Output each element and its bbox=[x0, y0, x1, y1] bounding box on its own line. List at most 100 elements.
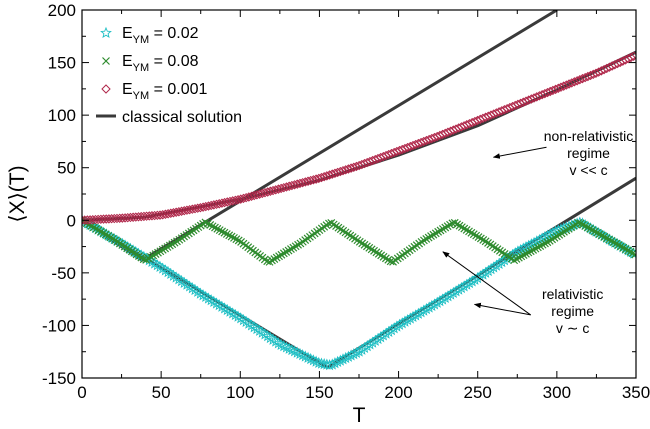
data-point bbox=[195, 203, 206, 213]
data-point bbox=[161, 244, 170, 253]
data-point bbox=[467, 228, 476, 237]
data-point bbox=[273, 184, 284, 194]
data-point bbox=[319, 172, 329, 182]
data-point bbox=[624, 246, 633, 255]
data-point bbox=[429, 230, 438, 239]
data-point bbox=[593, 228, 602, 237]
legend-label: EYM = 0.001 bbox=[122, 81, 208, 102]
data-point bbox=[265, 257, 274, 266]
data-point bbox=[230, 233, 238, 242]
data-point bbox=[324, 170, 335, 180]
data-point bbox=[614, 241, 623, 249]
data-point bbox=[198, 202, 208, 212]
data-point bbox=[588, 226, 597, 234]
legend-marker bbox=[102, 57, 110, 65]
data-point bbox=[453, 220, 462, 229]
data-point bbox=[155, 210, 165, 220]
data-point bbox=[268, 256, 276, 265]
y-tick-label: 0 bbox=[67, 211, 76, 230]
data-point bbox=[314, 173, 324, 184]
data-point bbox=[254, 189, 265, 199]
data-point bbox=[236, 194, 246, 204]
data-point bbox=[306, 175, 316, 186]
data-point bbox=[222, 230, 231, 238]
data-point bbox=[144, 254, 153, 263]
data-point bbox=[265, 186, 276, 196]
data-point bbox=[586, 224, 595, 233]
data-point bbox=[522, 249, 530, 258]
y-axis-title: ⟨X⟩(T) bbox=[6, 165, 29, 222]
data-point bbox=[241, 192, 251, 203]
x-tick-label: 250 bbox=[464, 383, 492, 402]
y-tick-label: 100 bbox=[48, 106, 76, 125]
data-point bbox=[275, 252, 283, 261]
data-point bbox=[294, 240, 302, 249]
data-point bbox=[626, 52, 636, 63]
data-point bbox=[351, 161, 362, 172]
data-point bbox=[450, 218, 459, 227]
data-point bbox=[99, 229, 108, 237]
data-point bbox=[583, 223, 592, 232]
x-tick-label: 150 bbox=[305, 383, 333, 402]
x-tick-label: 0 bbox=[77, 383, 86, 402]
data-point bbox=[276, 183, 286, 194]
data-point bbox=[311, 174, 321, 184]
data-point bbox=[538, 240, 547, 249]
legend-label: EYM = 0.02 bbox=[122, 25, 199, 46]
data-point bbox=[424, 233, 433, 242]
data-point bbox=[154, 248, 162, 257]
data-point bbox=[176, 206, 187, 216]
data-point bbox=[174, 207, 184, 217]
data-point bbox=[166, 208, 176, 218]
annotation-arrow bbox=[473, 302, 531, 316]
data-point bbox=[158, 245, 167, 254]
annotation-arrow bbox=[492, 146, 547, 159]
data-point bbox=[287, 245, 295, 254]
data-point bbox=[184, 205, 195, 215]
data-point bbox=[289, 180, 300, 190]
data-point bbox=[327, 169, 337, 179]
data-point bbox=[201, 201, 211, 212]
data-point bbox=[211, 223, 219, 232]
data-point bbox=[170, 238, 179, 247]
data-point bbox=[262, 187, 273, 197]
data-point bbox=[543, 238, 552, 247]
data-point bbox=[291, 242, 300, 251]
data-point bbox=[171, 207, 181, 217]
legend-label: EYM = 0.08 bbox=[122, 53, 199, 74]
data-point bbox=[436, 226, 445, 235]
data-point bbox=[238, 193, 249, 204]
data-point bbox=[460, 224, 469, 233]
data-point bbox=[219, 197, 230, 208]
data-point bbox=[524, 248, 533, 257]
data-point bbox=[619, 243, 628, 252]
y-tick-label: -150 bbox=[42, 369, 76, 388]
data-point bbox=[94, 226, 103, 235]
legend-marker bbox=[100, 26, 112, 39]
data-point bbox=[472, 231, 481, 240]
classical-solution-line bbox=[82, 10, 558, 262]
y-tick-label: -50 bbox=[51, 264, 76, 283]
data-point bbox=[349, 162, 359, 172]
data-point bbox=[225, 196, 235, 207]
data-point bbox=[270, 255, 279, 263]
data-point bbox=[97, 227, 105, 236]
data-point bbox=[190, 204, 200, 214]
data-point bbox=[607, 236, 616, 245]
data-point bbox=[626, 247, 635, 256]
data-point bbox=[576, 219, 585, 228]
data-point bbox=[533, 243, 542, 252]
legend: EYM = 0.02 EYM = 0.08 EYM = 0.001 classical… bbox=[96, 25, 242, 126]
data-point bbox=[206, 221, 215, 229]
data-point bbox=[448, 219, 457, 228]
data-point bbox=[631, 250, 636, 259]
data-point bbox=[322, 171, 332, 181]
data-point bbox=[246, 191, 257, 201]
data-point bbox=[268, 185, 278, 196]
data-point bbox=[427, 232, 435, 241]
data-point bbox=[158, 210, 168, 220]
y-tick-label: 50 bbox=[57, 159, 76, 178]
data-point bbox=[225, 231, 234, 240]
data-point bbox=[434, 227, 443, 236]
data-point bbox=[179, 206, 189, 216]
